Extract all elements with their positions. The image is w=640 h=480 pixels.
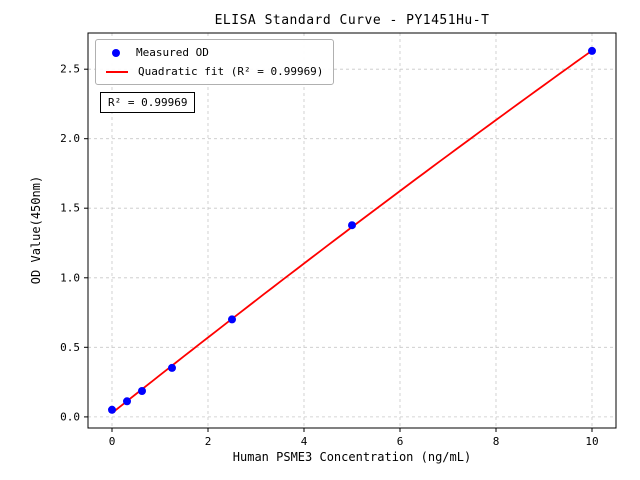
measured-data-point — [588, 46, 596, 55]
legend-fit-marker-icon — [106, 70, 128, 73]
measured-data-point — [138, 387, 146, 395]
x-tick-label: 2 — [205, 435, 212, 448]
x-tick-label: 6 — [397, 435, 404, 448]
x-tick-label: 0 — [109, 435, 116, 448]
measured-data-point — [123, 397, 131, 406]
measured-data-point — [168, 363, 176, 372]
x-tick-label: 8 — [493, 435, 500, 448]
y-tick-label: 2.0 — [60, 132, 80, 145]
legend: Measured OD Quadratic fit (R² = 0.99969) — [95, 39, 335, 85]
y-tick-label: 2.5 — [60, 63, 80, 76]
x-tick-label: 4 — [301, 435, 308, 448]
legend-measured-label: Measured OD — [136, 46, 209, 59]
y-axis-label: OD Value(450nm) — [29, 175, 43, 285]
y-tick-label: 0.5 — [60, 341, 80, 354]
legend-measured-marker-icon — [112, 48, 120, 57]
measured-data-point — [108, 405, 116, 414]
plot-frame — [87, 32, 617, 429]
legend-fit-label: Quadratic fit (R² = 0.99969) — [138, 65, 324, 78]
legend-entry-measured: Measured OD — [106, 46, 323, 59]
legend-entry-fit: Quadratic fit (R² = 0.99969) — [106, 65, 323, 78]
x-tick-label: 10 — [585, 435, 598, 448]
measured-data-point — [228, 315, 236, 324]
y-tick-label: 1.0 — [60, 271, 80, 284]
r-squared-annotation: R² = 0.99969 — [100, 92, 196, 113]
measured-data-point — [348, 221, 356, 230]
x-axis-label: Human PSME3 Concentration (ng/mL) — [232, 450, 472, 464]
y-tick-label: 1.5 — [60, 202, 80, 215]
y-tick-label: 0.0 — [60, 410, 80, 423]
chart-title: ELISA Standard Curve - PY1451Hu-T — [214, 13, 490, 28]
